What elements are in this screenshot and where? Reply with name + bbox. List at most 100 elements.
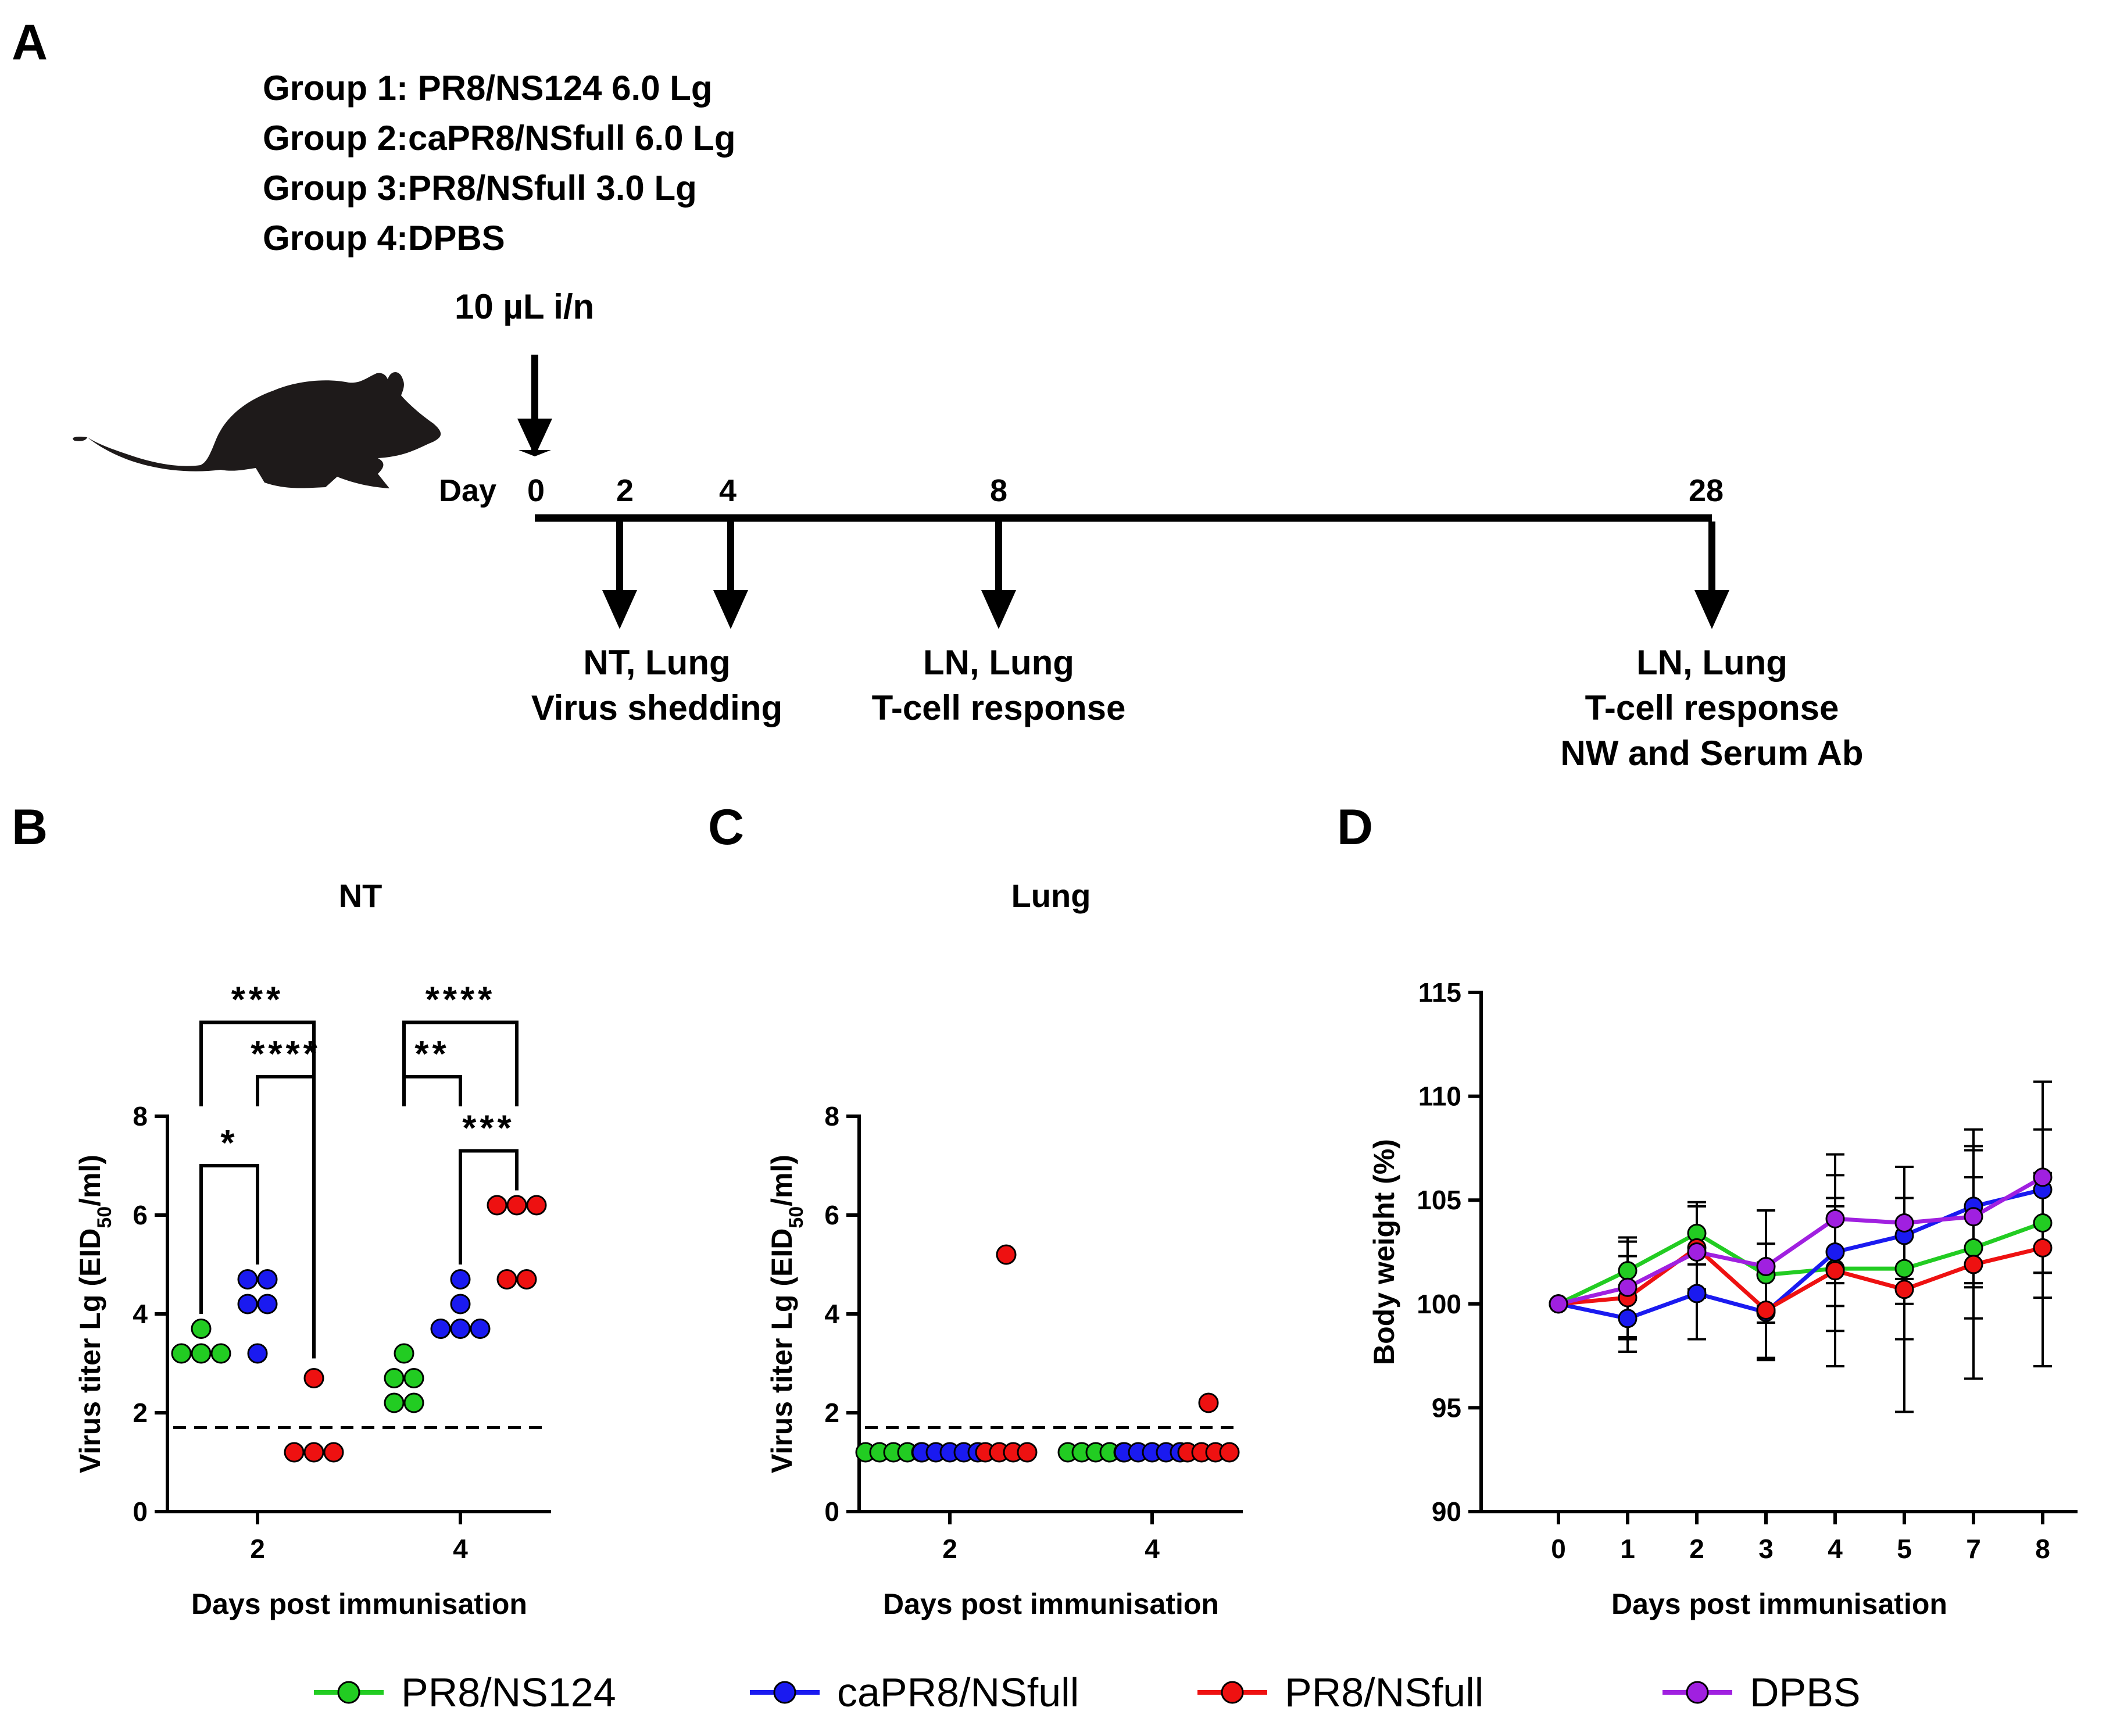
panel-letter-c: C [708,799,744,855]
significance-bracket [256,1075,316,1359]
series-line [1558,1245,2043,1313]
sampling-arrows [602,521,1729,629]
x-tick-label: 5 [1897,1534,1912,1564]
data-point [450,1294,471,1314]
y-tick-label: 4 [824,1299,839,1329]
x-tick-label: 4 [453,1534,468,1564]
sample-d28-line2: T-cell response [1585,688,1839,727]
y-axis-title-main: Virus titer Lg (EID [74,1228,106,1473]
data-point [487,1195,507,1216]
data-point [470,1319,491,1339]
legend: PR8/NS124 caPR8/NSfull PR8/NSfull DPBS [314,1670,1861,1715]
legend-marker [337,1681,360,1704]
x-tick-label: 2 [1689,1534,1704,1564]
series-line [1558,1187,2043,1321]
data-point [1894,1259,1914,1278]
x-tick-label: 1 [1620,1534,1635,1564]
sample-d2-line2: Virus shedding [531,688,782,727]
data-point [2033,1167,2053,1187]
data-point [191,1319,212,1339]
data-point [1618,1277,1638,1297]
data-point [403,1392,424,1413]
data-point [1825,1261,1845,1281]
data-point [384,1392,405,1413]
data-point [1756,1257,1776,1277]
data-point [403,1368,424,1388]
chart-d-body-weight: 90 95 100 105 110 115 0 1 2 3 4 5 7 8 Days post immuni… [1368,977,2078,1620]
sample-d8-line2: T-cell response [872,688,1126,727]
dose-label: 10 µL i/n [455,287,594,326]
significance-label: * [220,1123,238,1163]
data-point [247,1343,268,1364]
group-3-label: Group 3:PR8/NSfull 3.0 Lg [263,169,697,208]
y-tick-label: 2 [824,1398,839,1428]
data-point [191,1343,212,1364]
data-point [303,1442,324,1463]
sample-d28-line3: NW and Serum Ab [1560,734,1863,773]
x-tick-label: 0 [1551,1534,1566,1564]
y-tick-label: 6 [824,1200,839,1230]
data-point [450,1269,471,1290]
x-tick-label: 2 [250,1534,265,1564]
day-0: 0 [527,473,545,508]
data-point [237,1294,258,1314]
significance-label: **** [251,1034,321,1074]
data-point [2033,1213,2053,1233]
y-axis-title: Body weight (%) [1368,1139,1400,1365]
data-point [1198,1392,1219,1413]
data-point [2033,1238,2053,1258]
x-axis-title: Days post immunisation [191,1588,527,1620]
panel-letter-b: B [12,799,48,855]
legend-label: PR8/NSfull [1285,1670,1483,1715]
data-point [430,1319,451,1339]
panel-letter-d: D [1337,799,1373,855]
group-1-label: Group 1: PR8/NS124 6.0 Lg [263,69,713,108]
y-tick-label: 100 [1417,1289,1461,1319]
significance-bracket [402,1075,462,1106]
y-axis-title-sub: 50 [785,1206,807,1228]
x-tick-label: 2 [942,1534,957,1564]
legend-marker [1686,1681,1709,1704]
significance-label: *** [462,1109,514,1149]
legend-marker [773,1681,796,1704]
data-point [237,1269,258,1290]
data-point [506,1195,527,1216]
x-tick-label: 4 [1145,1534,1160,1564]
day-28: 28 [1689,473,1724,508]
y-tick-label: 115 [1418,977,1461,1008]
day-2: 2 [616,473,634,508]
data-point [284,1442,305,1463]
y-tick-label: 8 [824,1101,839,1131]
day-4: 4 [719,473,736,508]
data-point [1756,1301,1776,1320]
x-tick-label: 4 [1828,1534,1843,1564]
group-4-label: Group 4:DPBS [263,219,505,258]
chart-title: Lung [1011,877,1091,914]
y-tick-label: 90 [1432,1496,1461,1527]
x-tick-label: 8 [2035,1534,2050,1564]
mouse-icon [73,372,441,488]
data-point [1687,1284,1707,1303]
data-point [1618,1309,1638,1328]
significance-bracket [459,1149,519,1265]
sample-d2-line1: NT, Lung [583,643,730,682]
sample-d8-line1: LN, Lung [923,643,1074,682]
y-axis-title: Virus titer Lg (EID50/ml) [74,1155,116,1473]
y-tick-label: 95 [1432,1392,1461,1423]
legend-marker [1221,1681,1244,1704]
y-axis-title: Virus titer Lg (EID50/ml) [766,1155,807,1473]
data-point [996,1244,1017,1265]
y-axis-title-sub: 50 [94,1206,116,1228]
data-point [496,1269,517,1290]
data-point [526,1195,547,1216]
y-tick-label: 0 [133,1496,148,1527]
series-line [1558,1175,2044,1306]
data-point [323,1442,344,1463]
data-point [1894,1213,1914,1233]
y-axis-title-main: Virus titer Lg (EID [766,1228,798,1473]
legend-label: DPBS [1750,1670,1861,1715]
data-point [1549,1294,1568,1314]
y-axis-title-end: /ml) [766,1155,798,1206]
group-2-label: Group 2:caPR8/NSfull 6.0 Lg [263,119,736,158]
